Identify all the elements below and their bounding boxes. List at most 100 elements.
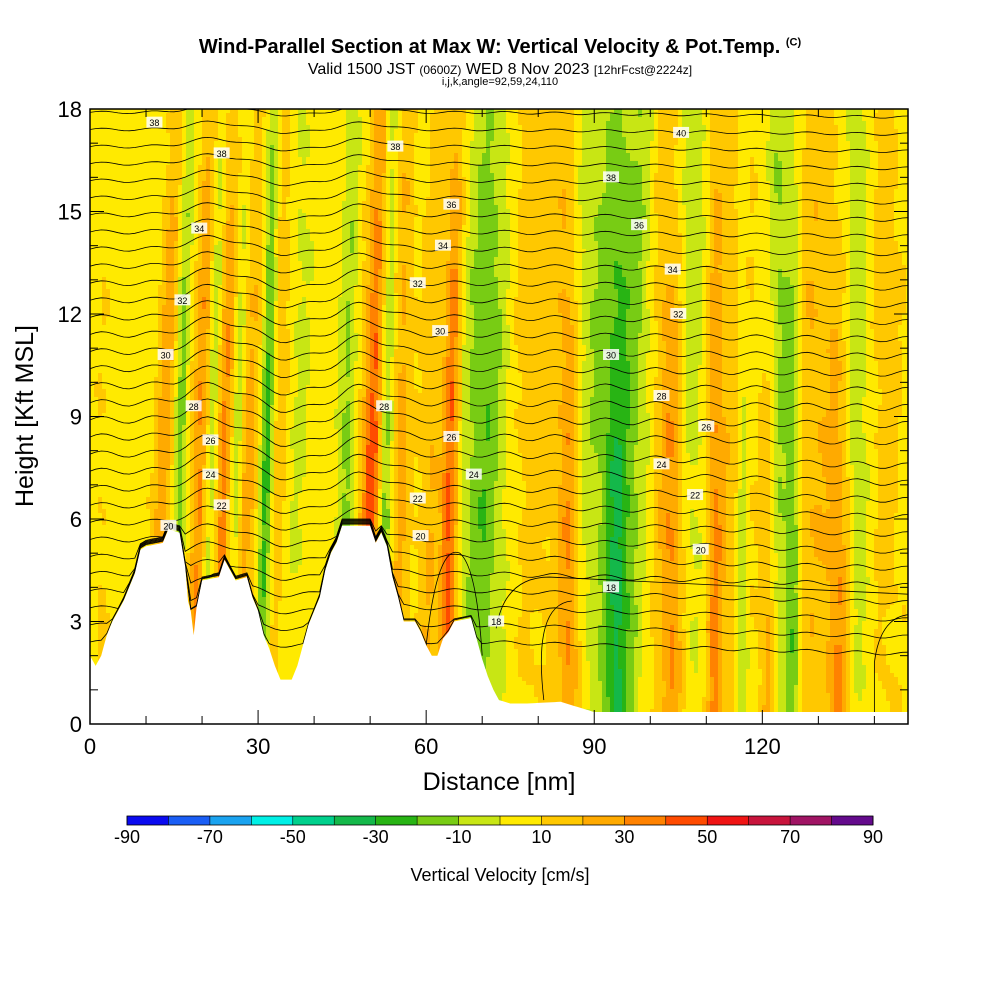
colorbar-tick-label: -30 [363, 827, 389, 847]
contour-label-bg [443, 431, 460, 442]
contour-label: 38 [606, 173, 616, 183]
contour-label-bg [692, 543, 709, 555]
y-tick-label: 3 [70, 610, 82, 635]
colorbar-title: Vertical Velocity [cm/s] [410, 865, 589, 885]
contour-label-bg [488, 615, 505, 627]
colorbar-segment [500, 816, 542, 825]
contour-label-bg [664, 263, 681, 275]
contour-label: 30 [161, 351, 171, 361]
contour-label: 34 [438, 241, 448, 251]
contour-label: 24 [469, 470, 479, 480]
contour-label: 22 [217, 501, 227, 511]
contour-label: 28 [656, 392, 666, 402]
x-tick-label: 30 [246, 734, 270, 759]
contour-label-bg [603, 581, 620, 593]
contour-label-bg [673, 126, 690, 138]
contour-label: 24 [205, 470, 215, 480]
contour-label-bg [603, 171, 620, 183]
y-tick-label: 18 [58, 97, 82, 122]
colorbar-segment [127, 816, 169, 825]
contour-label: 38 [390, 142, 400, 152]
colorbar-segment [707, 816, 750, 825]
contour-label: 20 [416, 532, 426, 542]
contour-label-bg [157, 349, 174, 360]
velocity-field [90, 109, 908, 724]
copyright-mark: (C) [786, 36, 801, 48]
contour-label: 30 [606, 351, 616, 361]
contour-label-bg [174, 294, 191, 306]
colorbar-segment [790, 816, 833, 825]
valid-date: WED 8 Nov 2023 [466, 61, 590, 78]
contour-labels: 38 38 34 32 30 28 26 24 22 20 38 36 34 32 30 28 26 24 22 20… [146, 116, 715, 627]
contour-label: 34 [194, 224, 204, 234]
x-tick-label: 60 [414, 734, 438, 759]
colorbar-segment [292, 816, 335, 825]
colorbar-tick-label: 50 [697, 827, 717, 847]
contour-label: 34 [668, 265, 678, 275]
contour-label: 28 [379, 402, 389, 412]
colorbar-tick-label: 30 [614, 827, 634, 847]
contour-label: 18 [606, 583, 616, 593]
contour-label-bg [185, 400, 202, 412]
contour-label-bg [409, 492, 426, 504]
contour-label: 32 [673, 310, 683, 320]
colorbar-segment [541, 816, 584, 825]
colorbar-segment [458, 816, 501, 825]
colorbar-segment [624, 816, 667, 825]
x-axis-title: Distance [nm] [423, 768, 576, 796]
contour-label-bg [653, 390, 670, 401]
contour-label-bg [409, 277, 426, 289]
contour-label-bg [412, 530, 429, 542]
contour-label-bg [376, 400, 393, 412]
contour-label: 28 [189, 402, 199, 412]
y-tick-label: 9 [70, 405, 82, 430]
colorbar-segment [209, 816, 252, 825]
contour-label: 36 [634, 221, 644, 231]
y-axis-title: Height [Kft MSL] [11, 325, 39, 507]
title-text: Wind-Parallel Section at Max W: Vertical… [199, 36, 780, 58]
contour-label-bg [432, 325, 449, 337]
colorbar-segment [334, 816, 377, 825]
contour-label: 36 [446, 200, 456, 210]
contour-label-bg [387, 140, 404, 152]
colorbar-tick-label: -50 [280, 827, 306, 847]
contour-label-bg [160, 519, 177, 531]
colorbar-tick-label: 90 [863, 827, 883, 847]
x-tick-label: 90 [582, 734, 606, 759]
contour-label-bg [603, 349, 620, 360]
x-tick-label: 0 [84, 734, 96, 759]
colorbar-tick-label: -10 [446, 827, 472, 847]
chart-subtitle: Valid 1500 JST (0600Z) WED 8 Nov 2023 [1… [0, 61, 1000, 79]
colorbar-segment [375, 816, 418, 825]
contour-label-bg [213, 147, 230, 159]
contour-label-bg [687, 489, 704, 501]
y-tick-label: 6 [70, 507, 82, 532]
colorbar-tick-label: -70 [197, 827, 223, 847]
colorbar: -90 -70 -50 -30 -10 10 30 50 70 90 [114, 815, 883, 847]
contour-label-bg [202, 434, 219, 446]
contour-label: 38 [149, 118, 159, 128]
contour-label-bg [653, 458, 670, 470]
contour-label-bg [698, 420, 715, 432]
contour-label-bg [465, 468, 482, 480]
valid-zulu: (0600Z) [419, 63, 461, 77]
contour-label: 26 [446, 433, 456, 443]
contour-label-bg [202, 468, 219, 480]
contour-label: 32 [413, 279, 423, 289]
contour-label-bg [631, 219, 648, 231]
colorbar-segment [831, 816, 874, 825]
contour-label-bg [670, 308, 687, 319]
colorbar-tick-label: -90 [114, 827, 140, 847]
colorbar-segment [582, 816, 625, 825]
contour-label-bg [434, 239, 451, 251]
contour-label: 18 [491, 617, 501, 627]
contour-label: 22 [690, 491, 700, 501]
valid-time: Valid 1500 JST [308, 61, 415, 78]
colorbar-segment [665, 816, 708, 825]
colorbar-tick-label: 10 [531, 827, 551, 847]
colorbar-segment [748, 816, 791, 825]
contour-label: 20 [696, 545, 706, 555]
colorbar-tick-label: 70 [780, 827, 800, 847]
